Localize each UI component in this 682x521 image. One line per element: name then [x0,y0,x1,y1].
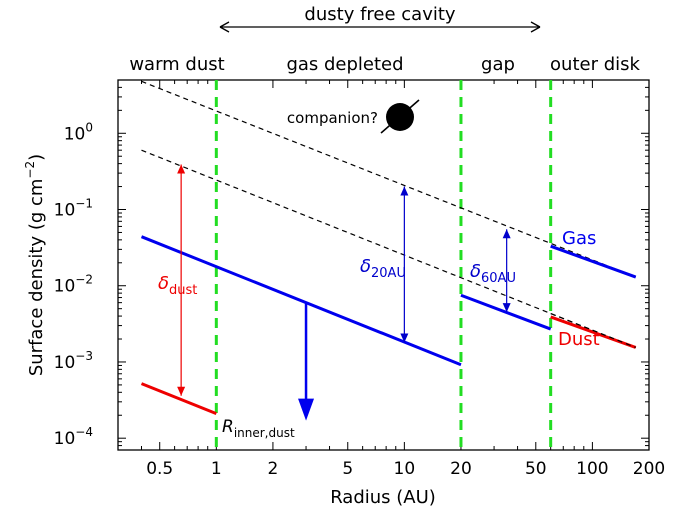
region-boundaries [214,80,553,450]
y-tick-base: 10 [54,353,76,373]
y-tick-base: 10 [54,277,76,297]
x-tick-label: 10 [394,459,416,479]
delta-arrow-head-top [177,164,186,174]
y-tick-base: 10 [54,429,76,449]
x-tick-label: 5 [342,459,353,479]
y-tick-label: 100 [64,120,93,144]
region-label-gas-depleted: gas depleted [286,54,403,75]
region-label-warm-dust: warm dust [129,54,224,75]
cavity-arrow-right-head [530,21,541,33]
r-inner-dust-label: Rinner,dust [222,417,295,440]
x-tick-label: 100 [576,459,608,479]
delta-dust-subscript: dust [169,283,197,298]
arrows [177,164,511,421]
companion-marker: companion? [287,99,420,134]
x-tick-label: 1 [211,459,222,479]
y-tick-label: 10−4 [54,425,93,449]
y-axis-label: Surface density (g cm−2) [23,154,47,376]
r-inner-symbol: R [222,417,234,437]
y-tick-exponent: −4 [75,425,93,439]
y-tick-label: 10−2 [54,273,93,297]
data-lines [140,80,637,416]
cavity-annotation: dusty free cavity [219,4,541,33]
delta-arrow-head-top [400,186,409,196]
y-tick-exponent: −2 [75,273,93,287]
x-tick-label: 2 [268,459,279,479]
y-tick-exponent: −1 [75,197,93,211]
y-axis-label-close: ) [26,154,47,161]
cavity-label: dusty free cavity [304,4,455,25]
planet-orbit-line [380,99,420,134]
region-label-gap: gap [481,54,515,75]
y-tick-label: 10−3 [54,349,93,373]
y-tick-base: 10 [64,124,86,144]
delta-arrow-head-bottom [400,333,409,343]
delta-dust-symbol: δ [158,273,169,294]
delta-arrow-head-top [502,229,511,239]
x-axis-label: Radius (AU) [330,487,436,508]
y-axis-label-main: Surface density (g cm [26,179,47,377]
reference-dashed-overlay [550,312,636,349]
dust-segment [140,382,217,416]
y-tick-label: 10−1 [54,197,93,221]
delta-20au-subscript: 20AU [371,266,406,281]
y-tick-base: 10 [54,201,76,221]
delta-20au-label: δ20AU [360,256,406,281]
gas-segment [550,244,637,279]
delta-60au-label: δ60AU [470,261,516,286]
delta-60au-subscript: 60AU [481,271,516,286]
gas-segment [140,235,462,367]
dust-label: Dust [558,329,600,350]
delta-20au-symbol: δ [360,256,371,277]
y-tick-exponent: −3 [75,349,93,363]
y-tick-exponent: 0 [85,120,93,134]
gas-label: Gas [562,228,596,249]
delta-60au-symbol: δ [470,261,481,282]
region-labels: warm dust gas depleted gap outer disk [129,54,640,75]
x-tick-label: 0.5 [146,459,173,479]
region-label-outer-disk: outer disk [550,54,640,75]
y-axis-label-sup: −2 [23,161,37,179]
delta-arrow-head-bottom [502,303,511,313]
x-tick-label: 20 [450,459,472,479]
plot-frame [117,79,650,451]
r-inner-subscript: inner,dust [234,426,295,440]
upper-limit-arrow-head [298,398,315,421]
cavity-arrow-left-head [219,21,230,33]
gas-segment [460,293,552,331]
reference-dashed-line [141,80,636,278]
delta-arrow-head-bottom [177,386,186,396]
x-tick-label: 200 [633,459,665,479]
companion-label: companion? [287,109,378,127]
x-tick-label: 50 [525,459,547,479]
delta-dust-label: δdust [158,273,197,298]
